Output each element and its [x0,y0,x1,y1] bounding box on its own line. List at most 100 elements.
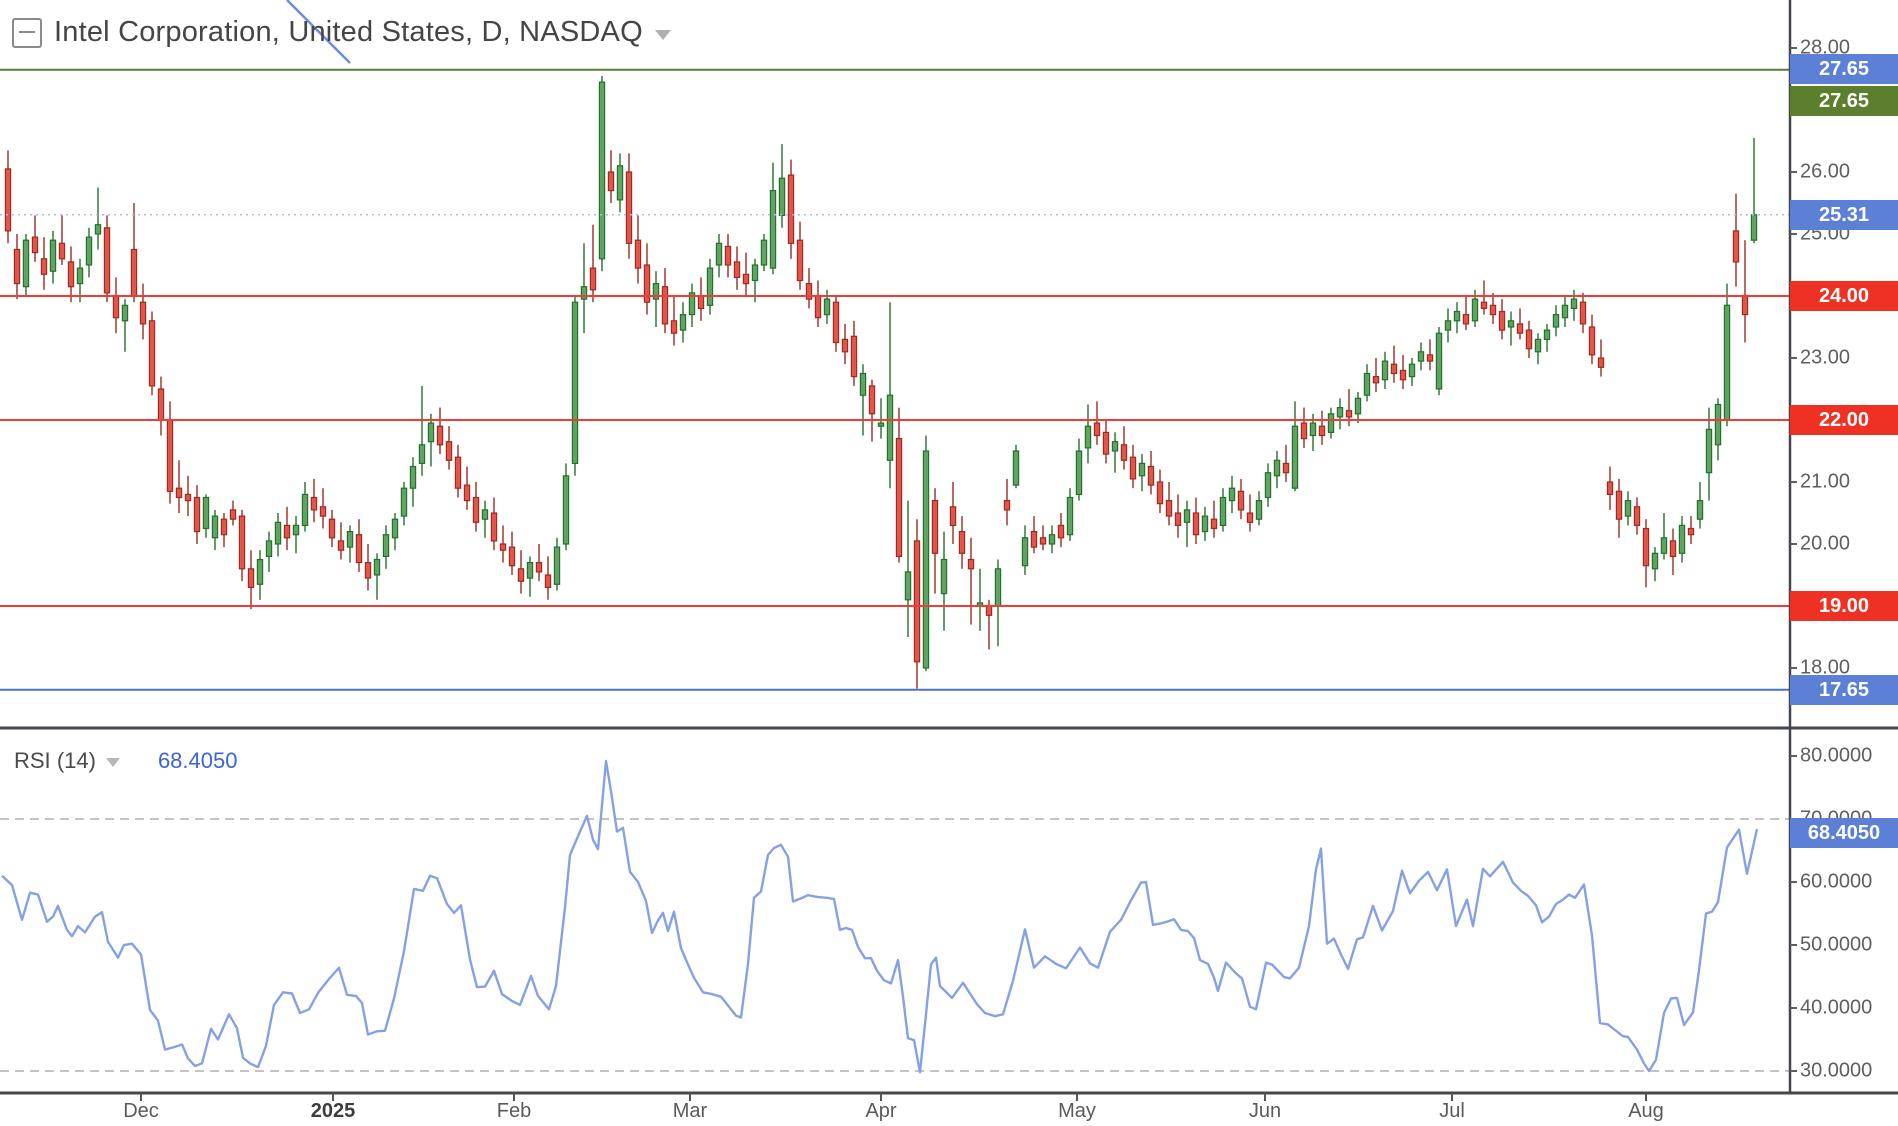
candle-body [859,372,867,396]
candle-body [1003,500,1011,511]
candle-body [382,534,390,558]
symbol-title[interactable]: Intel Corporation, United States, D, NAS… [54,16,643,48]
candle-body [373,558,381,576]
candle-body [625,171,633,244]
candle-body [1156,481,1164,505]
trend-line[interactable] [286,0,351,64]
candle-body [1300,422,1308,440]
candle-body [1399,369,1407,381]
candle-body [193,496,201,533]
chevron-down-icon[interactable] [105,758,120,767]
candle-body [544,574,552,588]
chevron-down-icon[interactable] [654,29,671,40]
symbol-header[interactable]: Intel Corporation, United States, D, NAS… [12,16,671,49]
rsi-axis-label[interactable]: 50.0000 [1800,933,1873,956]
price-axis-label[interactable]: 23.00 [1800,346,1851,369]
candle-body [1093,422,1101,437]
candle-body [1363,372,1371,396]
rsi-axis-label[interactable]: 60.0000 [1800,870,1873,893]
price-axis-label[interactable]: 20.00 [1800,532,1851,555]
candle-body [652,283,660,300]
candle-body [778,177,786,216]
price-axis-label[interactable]: 21.00 [1800,470,1851,493]
candle-body [157,388,165,421]
candle-body [1120,444,1128,461]
candle-body [1381,360,1389,381]
candle-body [886,394,894,461]
candle-body [220,518,228,536]
candle-body [1642,527,1650,567]
month-label[interactable]: May [1058,1100,1096,1122]
candle-body [1219,496,1227,526]
rsi-header[interactable]: RSI (14) 68.4050 [14,748,237,774]
candle-body [58,242,66,260]
candle-body [1174,512,1182,526]
candle-body [688,292,696,316]
price-tick [1790,233,1797,235]
candle-body [1723,304,1731,421]
price-axis-label[interactable]: 18.00 [1800,656,1851,679]
candle-body [103,227,111,294]
candle-body [1696,500,1704,520]
candle-body [1489,304,1497,316]
price-tick [1790,357,1797,359]
candle-body [796,239,804,282]
month-label[interactable]: Jul [1439,1100,1465,1122]
candle-body [1633,506,1641,526]
candle-body [364,561,372,579]
candle-body [301,493,309,526]
month-label[interactable]: Jun [1248,1100,1282,1122]
price-axis-label[interactable]: 28.00 [1800,36,1851,59]
month-label[interactable]: Dec [123,1100,159,1122]
rsi-axis-label[interactable]: 40.0000 [1800,996,1873,1019]
candle-body [1444,320,1452,331]
rsi-axis-label[interactable]: 30.0000 [1800,1059,1873,1082]
candle-body [148,320,156,387]
candle-body [463,484,471,502]
rsi-label[interactable]: RSI (14) [14,748,96,773]
candle-body [607,171,615,192]
candle-body [1210,518,1218,530]
month-label[interactable]: Aug [1628,1100,1664,1122]
price-tick [1790,543,1797,545]
candle-body [805,283,813,300]
price-axis-label[interactable]: 26.00 [1800,160,1851,183]
rsi-axis-label[interactable]: 80.0000 [1800,744,1873,767]
candle-body [1390,363,1398,375]
candle-body [1030,530,1038,548]
candle-body [1435,332,1443,390]
candle-body [1183,509,1191,523]
candle-body [1453,310,1461,322]
candle-body [1138,462,1146,477]
candle-body [1498,310,1506,331]
candle-body [985,605,993,616]
candle-body [130,248,138,297]
collapse-icon[interactable] [12,17,42,48]
candle-body [706,267,714,306]
candle-body [85,236,93,266]
rsi-tick [1790,1070,1797,1072]
candle-body [1246,512,1254,523]
month-label[interactable]: 2025 [310,1100,356,1122]
candle-body [1507,320,1515,328]
candle-body [850,335,858,378]
candle-body [868,385,876,415]
candle-body [1480,301,1488,310]
candle-body [1687,527,1695,536]
candle-body [562,475,570,545]
candle-body [535,561,543,573]
candle-body [1021,537,1029,567]
month-label[interactable]: Mar [672,1100,708,1122]
candle-body [121,304,129,322]
candle-body [328,518,336,539]
candle-body [931,500,939,554]
candle-body [814,295,822,319]
candle-body [616,165,624,201]
month-label[interactable]: Apr [865,1100,897,1122]
candle-body [553,546,561,585]
candle-body [526,561,534,579]
candle-body [1588,326,1596,356]
month-label[interactable]: Feb [496,1100,532,1122]
